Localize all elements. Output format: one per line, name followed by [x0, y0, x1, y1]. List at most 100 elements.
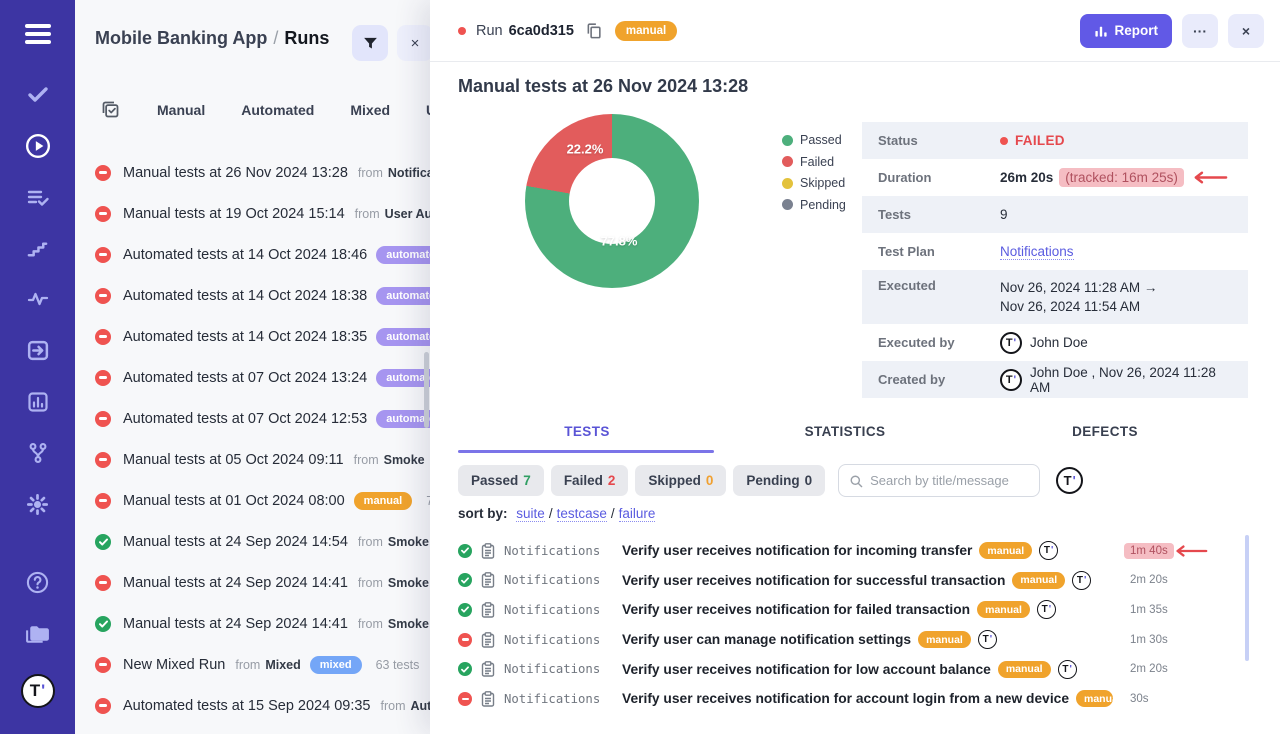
report-button[interactable]: Report: [1079, 13, 1172, 48]
test-title: Verify user can manage notification sett…: [622, 632, 912, 648]
help-icon[interactable]: [25, 570, 50, 595]
test-type-badge: manual: [997, 660, 1051, 678]
results-donut-chart: 22.2% 77.8%: [525, 114, 699, 288]
filter-skipped-button[interactable]: Skipped 0: [635, 465, 727, 496]
sort-by-failure[interactable]: failure: [618, 506, 656, 522]
failed-status-icon: [95, 164, 111, 181]
run-source-plan: Smoke: [387, 534, 429, 549]
sign-in-icon[interactable]: [25, 338, 50, 363]
active-tab-underline: [458, 450, 714, 453]
close-panel-button[interactable]: ×: [1228, 13, 1264, 48]
skipped-count: 0: [705, 473, 714, 488]
failed-slice-label: 22.2%: [566, 141, 604, 157]
run-source-plan: Mixed: [265, 657, 301, 672]
filter-failed-button[interactable]: Failed 2: [550, 465, 629, 496]
runs-tab-manual[interactable]: Manual: [157, 101, 206, 118]
tab-statistics[interactable]: STATISTICS: [804, 424, 886, 439]
test-duration: 1m 35s: [1130, 603, 1168, 616]
tab-tests[interactable]: TESTS: [564, 424, 610, 439]
detail-row-status: Status FAILED: [862, 122, 1248, 159]
run-detail-panel: Run 6ca0d315 manual Report ··· × Manual …: [430, 0, 1280, 734]
test-row[interactable]: Notifications Verify user receives notif…: [458, 595, 1244, 625]
test-cases-icon[interactable]: [26, 186, 50, 210]
suite-name: Notifications: [504, 662, 601, 677]
runs-list-scrollbar[interactable]: [424, 352, 429, 428]
detail-row-created-by: Created by T ' John Doe , Nov 26, 2024 11:…: [862, 361, 1248, 398]
search-input[interactable]: [870, 473, 1030, 488]
test-title: Verify user receives notification for ac…: [622, 691, 1069, 707]
run-test-count: 63 tests: [375, 657, 420, 672]
test-row[interactable]: Notifications Verify user can manage not…: [458, 625, 1244, 655]
passed-status-icon: [458, 602, 472, 617]
test-duration: 2m 20s: [1130, 663, 1168, 676]
testcase-icon: [481, 631, 495, 648]
analytics-icon[interactable]: [26, 390, 50, 414]
copy-icon[interactable]: [584, 21, 603, 40]
executed-start: Nov 26, 2024 11:28 AM →: [1000, 280, 1158, 295]
run-list-item[interactable]: New Mixed Run from Mixed mixed 63 tests: [95, 644, 715, 685]
tab-defects[interactable]: DEFECTS: [1072, 424, 1138, 439]
test-plan-link[interactable]: Notifications: [1000, 243, 1074, 260]
run-title: Manual tests at 24 Sep 2024 14:41: [123, 615, 348, 632]
run-title: Automated tests at 14 Oct 2024 18:35: [123, 328, 368, 345]
sort-by-suite[interactable]: suite: [516, 506, 545, 522]
attention-arrow-icon: [1192, 171, 1228, 184]
branches-icon[interactable]: [26, 441, 50, 465]
test-row[interactable]: Notifications Verify user receives notif…: [458, 654, 1244, 684]
projects-folder-icon[interactable]: [24, 622, 51, 647]
detail-row-test-plan: Test Plan Notifications: [878, 243, 1074, 260]
run-title: Automated tests at 15 Sep 2024 09:35: [123, 697, 371, 714]
clear-filter-button[interactable]: ×: [397, 25, 433, 61]
run-title-heading: Manual tests at 26 Nov 2024 13:28: [458, 76, 749, 96]
assignee-avatar[interactable]: T ': [1056, 467, 1084, 494]
failed-status-icon: [95, 246, 111, 263]
steps-icon[interactable]: [26, 237, 49, 260]
executed-end: Nov 26, 2024 11:54 AM: [1000, 299, 1141, 314]
testcase-icon: [481, 602, 495, 618]
legend-item-passed: Passed: [782, 133, 846, 147]
filter-pending-button[interactable]: Pending 0: [733, 465, 826, 496]
sort-label: sort by:: [458, 506, 508, 521]
run-detail-topbar: Run 6ca0d315 manual Report ··· ×: [430, 0, 1280, 62]
filter-passed-button[interactable]: Passed 7: [458, 465, 544, 496]
play-circle-icon[interactable]: [25, 133, 51, 159]
test-type-badge: manual: [1076, 690, 1113, 708]
assignee-avatar: T ': [1057, 659, 1077, 679]
test-row[interactable]: Notifications Verify user receives notif…: [458, 536, 1244, 566]
testcase-icon: [481, 661, 495, 677]
detail-row-tests: Tests 9: [862, 196, 1248, 233]
passed-dot-icon: [782, 134, 793, 146]
avatar: T ': [1000, 331, 1022, 354]
failed-status-icon: [95, 574, 111, 591]
menu-icon[interactable]: [23, 22, 53, 46]
assignee-avatar: T ': [1072, 570, 1092, 590]
status-dot-icon: [1000, 136, 1008, 145]
test-row[interactable]: Notifications Verify user receives notif…: [458, 684, 1244, 714]
test-duration: 1m 30s: [1130, 633, 1168, 646]
failed-status-icon: [95, 656, 111, 673]
filter-button[interactable]: [352, 25, 388, 61]
run-title: Manual tests at 01 Oct 2024 08:00: [123, 492, 345, 509]
created-by-value: John Doe , Nov 26, 2024 11:28 AM: [1030, 364, 1216, 395]
run-title: Manual tests at 24 Sep 2024 14:54: [123, 533, 348, 550]
tests-count-value: 9: [1000, 207, 1008, 222]
runs-tab-automated[interactable]: Automated: [241, 101, 315, 118]
test-row[interactable]: Notifications Verify user receives notif…: [458, 566, 1244, 596]
tests-list-scrollbar[interactable]: [1245, 535, 1249, 661]
sort-by-testcase[interactable]: testcase: [556, 506, 607, 522]
pulse-icon[interactable]: [26, 287, 50, 311]
breadcrumb-project[interactable]: Mobile Banking App: [95, 28, 268, 48]
more-button[interactable]: ···: [1182, 13, 1218, 48]
run-title: Automated tests at 07 Oct 2024 13:24: [123, 369, 368, 386]
run-list-item[interactable]: Automated tests at 14 Oct 2024 18:35 auto…: [95, 316, 715, 357]
select-runs-icon[interactable]: [100, 99, 121, 120]
breadcrumb-separator: /: [273, 28, 279, 48]
passed-status-icon: [458, 543, 472, 558]
run-source-plan: Smoke: [383, 452, 425, 467]
settings-gear-icon[interactable]: [25, 492, 50, 517]
runs-check-icon[interactable]: [26, 82, 50, 106]
passed-status-icon: [95, 615, 111, 632]
brand-logo[interactable]: T ': [20, 674, 55, 708]
runs-tab-mixed[interactable]: Mixed: [350, 101, 391, 118]
test-type-badge: manual: [979, 542, 1033, 560]
